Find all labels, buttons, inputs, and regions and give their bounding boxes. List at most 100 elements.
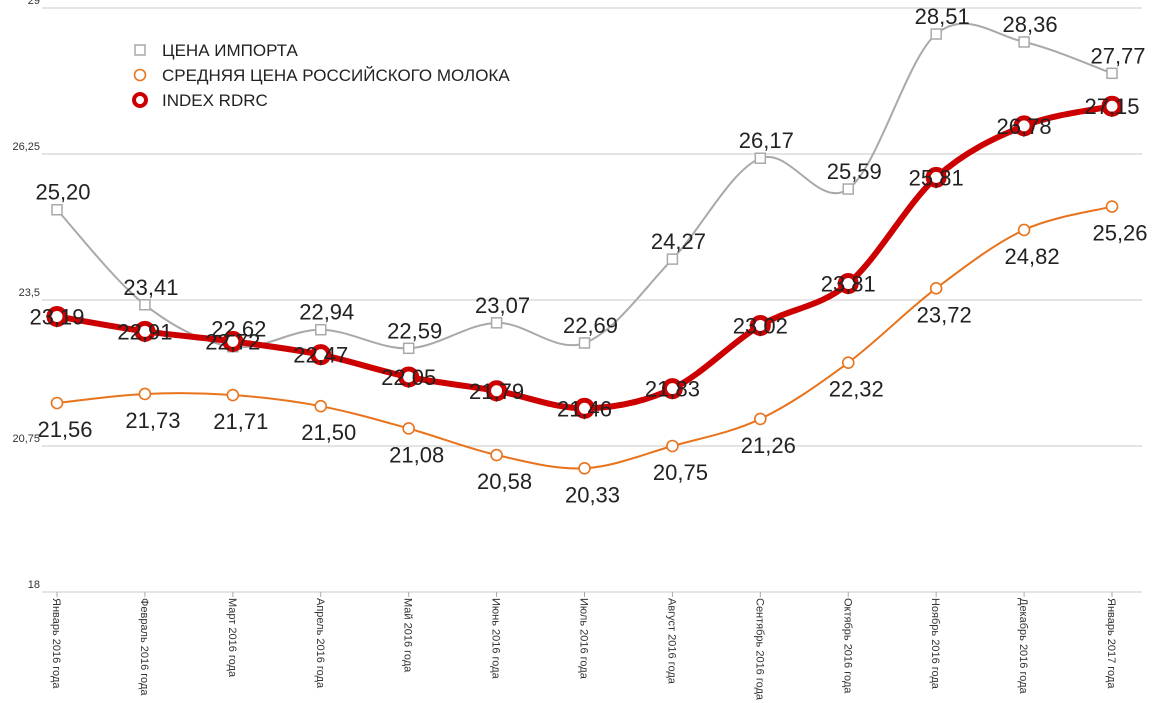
data-label: 21,26	[741, 433, 796, 458]
series-point	[50, 396, 64, 410]
series-point	[490, 448, 503, 462]
data-label: 25,20	[35, 180, 90, 205]
data-label: 21,46	[557, 396, 612, 421]
data-label: 22,91	[117, 319, 172, 344]
data-label: 26,17	[739, 128, 794, 153]
data-label: 22,72	[205, 329, 260, 354]
y-tick-label: 26,25	[12, 141, 40, 153]
x-tick-label: Апрель 2016 года	[314, 598, 326, 689]
series-point	[138, 387, 152, 401]
data-label: 24,82	[1005, 244, 1060, 269]
data-label: 21,56	[37, 417, 92, 442]
data-label: 23,81	[821, 272, 876, 297]
series-point	[578, 337, 591, 349]
series-point	[310, 344, 332, 366]
series-point	[222, 330, 244, 352]
data-label: 22,32	[829, 377, 884, 402]
x-tick-label: Август 2016 года	[665, 598, 677, 685]
series-point	[134, 320, 156, 342]
series-point	[842, 183, 854, 195]
x-tick-label: Июнь 2016 года	[490, 598, 502, 680]
series-point	[1018, 36, 1030, 48]
data-label: 22,69	[563, 313, 618, 338]
data-label: 22,59	[387, 318, 442, 343]
data-label: 25,26	[1092, 221, 1147, 246]
x-tick-label: Май 2016 года	[402, 598, 414, 673]
y-tick-label: 29	[28, 0, 40, 7]
series-layer	[46, 22, 1123, 475]
series-point	[1105, 200, 1119, 213]
data-label: 23,41	[123, 275, 178, 300]
series-point	[226, 388, 240, 402]
legend-label: INDEX RDRC	[162, 91, 268, 110]
x-tick-label: Сентябрь 2016 года	[753, 598, 765, 701]
data-label: 23,02	[733, 313, 788, 338]
data-label: 20,33	[565, 482, 620, 507]
data-label: 21,73	[125, 408, 180, 433]
data-label: 27,77	[1090, 43, 1145, 68]
series-point	[754, 412, 767, 426]
series-point	[578, 461, 591, 475]
series-point	[315, 323, 327, 336]
data-label: 22,05	[381, 365, 436, 390]
series-point	[666, 253, 679, 265]
series-point	[398, 366, 420, 388]
data-label: 23,72	[917, 302, 972, 327]
legend: ЦЕНА ИМПОРТА СРЕДНЯЯ ЦЕНА РОССИЙСКОГО МОЛ…	[132, 41, 510, 110]
data-label: 26,78	[997, 114, 1052, 139]
series-point	[486, 380, 508, 402]
data-label: 23,19	[29, 304, 84, 329]
series-point	[754, 152, 767, 164]
data-label: 25,81	[909, 165, 964, 190]
legend-marker	[132, 92, 148, 108]
x-tick-label: Январь 2017 года	[1105, 598, 1117, 689]
data-label: 22,62	[211, 317, 266, 342]
data-label: 28,36	[1003, 12, 1058, 37]
series-point	[925, 166, 947, 188]
data-label: 21,79	[469, 379, 524, 404]
x-tick-label: Октябрь 2016 года	[841, 598, 853, 694]
series-point	[837, 273, 859, 295]
legend-label: ЦЕНА ИМПОРТА	[162, 41, 298, 60]
series-point	[1106, 67, 1118, 80]
grid-layer	[42, 7, 1142, 593]
series-point	[314, 399, 328, 413]
series-point	[661, 378, 683, 400]
data-label: 21,71	[213, 409, 268, 434]
data-label-layer: 25,20 23,41 22,62 22,94 22,59 23,07 22,69 24,27…	[29, 4, 1147, 507]
data-label: 20,75	[653, 460, 708, 485]
data-label: 24,27	[651, 229, 706, 254]
data-label: 22,47	[293, 343, 348, 368]
series-point	[51, 203, 63, 216]
series-point	[929, 282, 943, 295]
series-point	[1017, 223, 1031, 237]
y-tick-label: 18	[28, 579, 40, 591]
series-point	[1013, 115, 1035, 137]
data-label: 20,58	[477, 469, 532, 494]
x-tick-label: Январь 2016 года	[50, 598, 62, 689]
y-tick-label: 23,5	[19, 287, 40, 299]
data-label: 28,51	[915, 4, 970, 29]
series-point	[930, 28, 942, 40]
x-tick-label: Декабрь 2016 года	[1017, 598, 1029, 695]
x-tick-label: Март 2016 года	[226, 598, 238, 678]
data-label: 22,94	[299, 300, 354, 325]
series-point	[841, 356, 855, 369]
legend-marker	[134, 44, 146, 56]
series-line	[54, 103, 1115, 412]
y-tick-label: 20,75	[12, 433, 40, 445]
series-point	[139, 299, 151, 311]
axis-layer: 18 20,75 23,5 26,25 29 Январь 2016 года Феврал…	[12, 0, 1117, 701]
series-point	[402, 342, 415, 355]
x-tick-label: Июль 2016 года	[578, 598, 590, 680]
series-point	[666, 439, 679, 453]
series-point	[402, 422, 415, 435]
series-point	[46, 305, 68, 327]
x-tick-label: Февраль 2016 года	[138, 598, 150, 696]
data-label: 25,59	[827, 159, 882, 184]
series-point	[490, 317, 503, 329]
legend-label: СРЕДНЯЯ ЦЕНА РОССИЙСКОГО МОЛОКА	[162, 66, 510, 85]
series-point	[749, 314, 771, 336]
